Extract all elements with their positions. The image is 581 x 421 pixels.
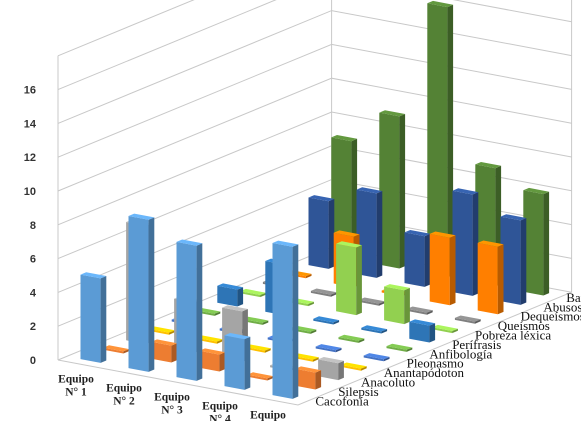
bar [128, 213, 155, 372]
y-tick-label: 10 [24, 186, 36, 198]
bar [313, 316, 340, 325]
y-axis-ticks: 0 2 4 6 8 10 12 14 16 [24, 85, 37, 367]
bar [409, 319, 436, 343]
bar [340, 362, 367, 371]
bar [315, 344, 342, 353]
series-axis-labels: CacofoníaSilepsisAnacolutoAnantapódotonP… [315, 290, 581, 408]
bar [432, 324, 458, 334]
series-label: Abusos léxico-gramaticales [543, 299, 581, 314]
series-label: Anfibología [429, 346, 492, 361]
bar [379, 110, 406, 269]
y-tick-label: 16 [24, 85, 36, 97]
bar [240, 288, 266, 298]
bar [224, 333, 251, 390]
series-label: Queísmos [498, 318, 550, 333]
gridline [57, 0, 195, 57]
bar [151, 339, 178, 363]
bar [217, 283, 244, 307]
series-label: Cacofonía [315, 393, 369, 408]
bar [429, 231, 456, 306]
bar [452, 188, 479, 296]
bar [500, 214, 527, 305]
bar [361, 325, 388, 334]
bar [295, 366, 322, 390]
bar [247, 372, 274, 381]
bar [308, 195, 335, 269]
bar [272, 240, 299, 399]
bar [384, 284, 410, 325]
bar [406, 306, 433, 315]
y-tick-label: 0 [30, 355, 36, 367]
bar [103, 345, 130, 354]
x-tick-label: Equipo N° 2 [106, 383, 142, 408]
series-label: Silepsis [338, 384, 378, 399]
y-tick-label: 2 [30, 321, 36, 333]
x-tick-label: Equipo N° 4 [202, 401, 238, 421]
bar [318, 357, 344, 381]
bar [80, 272, 107, 363]
bar [338, 334, 365, 343]
bar [336, 241, 362, 316]
bar [199, 348, 226, 372]
series-label: Perífrasis [452, 337, 501, 352]
bar [523, 187, 550, 296]
gridline [57, 0, 572, 91]
floor-edge [57, 291, 572, 406]
gridline [57, 10, 572, 124]
y-tick-label: 14 [24, 118, 37, 130]
bar [358, 297, 385, 306]
bar [427, 0, 454, 278]
bar [386, 343, 413, 352]
bar [404, 230, 431, 287]
bars [80, 0, 550, 399]
series-label: Dequeísmos [521, 309, 581, 324]
bar [331, 135, 358, 260]
y-tick-label: 6 [30, 254, 36, 266]
y-tick-label: 8 [30, 220, 36, 232]
y-tick-label: 12 [24, 152, 36, 164]
series-label: Pleonasmo [407, 356, 464, 371]
bar [310, 288, 337, 297]
bar [363, 353, 390, 362]
bar [176, 239, 203, 381]
series-label: Anacoluto [361, 375, 415, 390]
series-label: Barbarismos ortográficos [566, 290, 581, 305]
x-tick-label: Equipo N° 1 [58, 374, 94, 399]
y-tick-label: 4 [30, 287, 37, 299]
series-label: Anantapódoton [384, 365, 465, 380]
x-axis-ticks: Equipo N° 1 Equipo N° 2 Equipo N° 3 Equipo N° 4… [58, 374, 286, 421]
bar [454, 315, 481, 324]
bar [477, 240, 504, 315]
x-tick-label: Equipo N° 3 [154, 392, 190, 417]
series-label: Pobreza léxica [475, 328, 551, 343]
gridline [57, 43, 572, 158]
